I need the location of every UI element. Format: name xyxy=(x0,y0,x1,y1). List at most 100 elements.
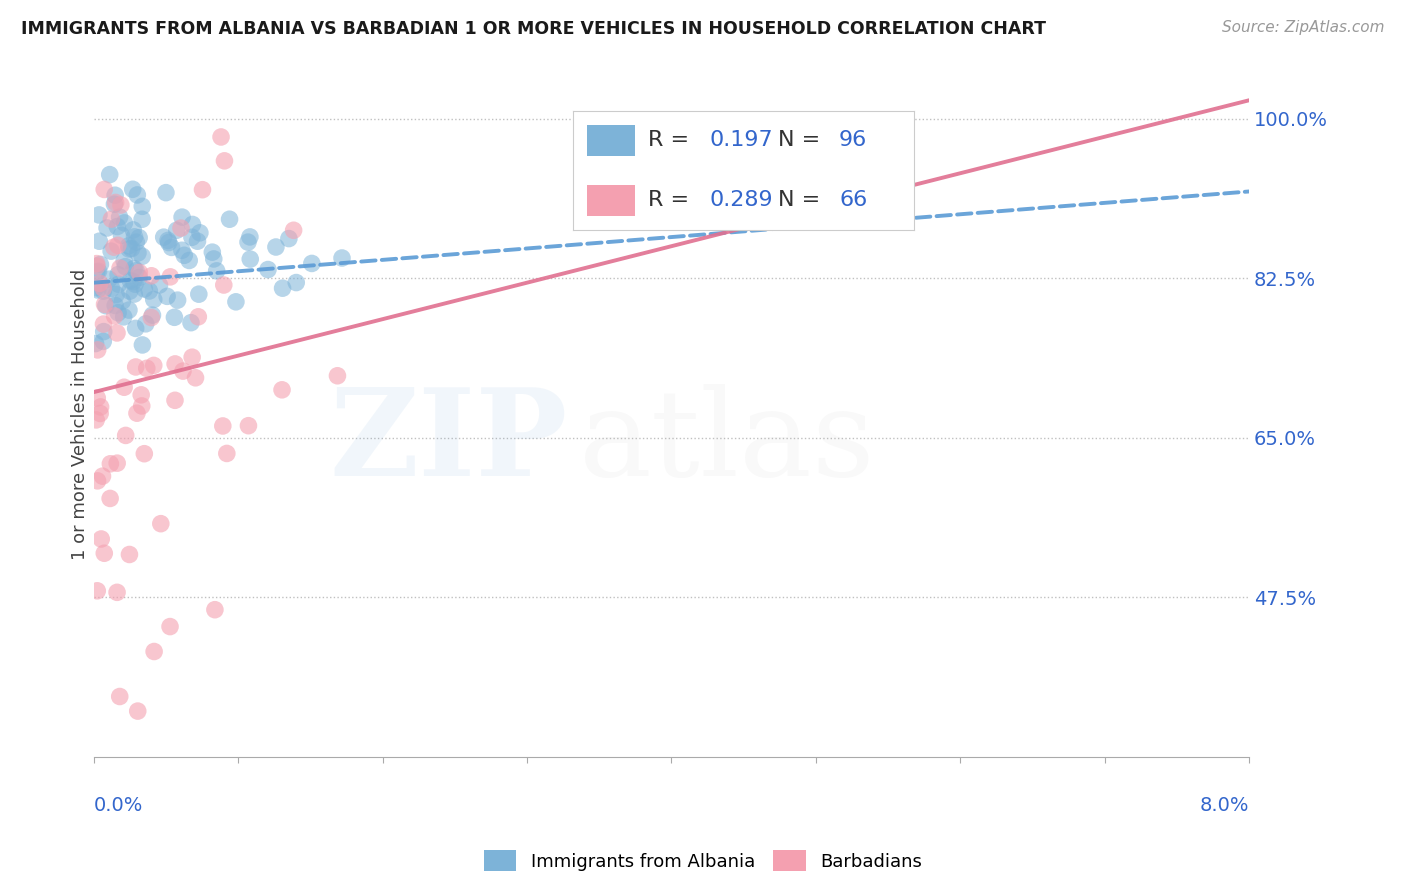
Point xyxy=(131,399,153,413)
Point xyxy=(326,368,349,383)
Point xyxy=(84,336,107,351)
Point xyxy=(122,287,145,301)
Point xyxy=(170,244,193,258)
Point xyxy=(91,281,114,295)
Point xyxy=(105,456,128,470)
Point xyxy=(186,234,208,248)
Point xyxy=(127,246,149,260)
Point xyxy=(125,359,148,374)
Point xyxy=(93,284,115,298)
Point xyxy=(143,644,166,658)
Point xyxy=(172,364,194,378)
Text: IMMIGRANTS FROM ALBANIA VS BARBADIAN 1 OR MORE VEHICLES IN HOUSEHOLD CORRELATION: IMMIGRANTS FROM ALBANIA VS BARBADIAN 1 O… xyxy=(21,20,1046,37)
Point xyxy=(127,704,149,718)
Point xyxy=(104,298,127,312)
Point xyxy=(236,235,259,249)
Point xyxy=(93,297,115,311)
Point xyxy=(91,469,114,483)
Point xyxy=(180,316,202,330)
Point xyxy=(122,261,145,276)
Point xyxy=(107,238,129,252)
Point xyxy=(114,428,136,442)
Point xyxy=(225,294,247,309)
Point xyxy=(156,234,179,248)
Point xyxy=(103,240,125,254)
Point xyxy=(181,350,204,364)
Text: Source: ZipAtlas.com: Source: ZipAtlas.com xyxy=(1222,20,1385,35)
Point xyxy=(283,223,305,237)
Point xyxy=(104,195,127,210)
Point xyxy=(107,277,129,292)
Point xyxy=(122,275,145,289)
Point xyxy=(107,268,129,282)
Point xyxy=(124,230,146,244)
Point xyxy=(188,226,211,240)
Text: ZIP: ZIP xyxy=(329,384,568,501)
Point xyxy=(170,221,193,235)
Point xyxy=(131,212,153,227)
Point xyxy=(134,282,156,296)
Point xyxy=(100,244,122,259)
Point xyxy=(157,235,180,250)
Point xyxy=(118,284,141,298)
Point xyxy=(93,182,115,196)
Point xyxy=(120,274,142,288)
Point xyxy=(173,248,195,262)
Point xyxy=(131,249,153,263)
Point xyxy=(105,219,128,234)
Point xyxy=(124,277,146,292)
Point xyxy=(160,240,183,254)
Point xyxy=(84,281,107,295)
Point xyxy=(149,516,172,531)
Point xyxy=(86,257,108,271)
Point xyxy=(181,218,204,232)
Point xyxy=(89,234,111,248)
Point xyxy=(184,371,207,385)
Point xyxy=(181,230,204,244)
Point xyxy=(124,321,146,335)
Point xyxy=(128,265,150,279)
Point xyxy=(191,183,214,197)
Point xyxy=(179,253,201,268)
Point xyxy=(105,287,128,301)
Point xyxy=(125,235,148,249)
Point xyxy=(125,264,148,278)
Point xyxy=(103,309,125,323)
Point xyxy=(163,310,186,325)
Point xyxy=(104,188,127,202)
Text: 0.0%: 0.0% xyxy=(94,796,143,814)
Legend: Immigrants from Albania, Barbadians: Immigrants from Albania, Barbadians xyxy=(477,843,929,879)
Point xyxy=(112,380,135,394)
Point xyxy=(98,491,121,506)
Point xyxy=(98,457,121,471)
Point xyxy=(100,281,122,295)
Point xyxy=(103,197,125,211)
Point xyxy=(110,228,132,243)
Point xyxy=(166,293,188,307)
Point xyxy=(128,270,150,285)
Point xyxy=(271,281,294,295)
Point xyxy=(187,287,209,301)
Point xyxy=(107,306,129,320)
Point xyxy=(166,223,188,237)
Point xyxy=(90,400,112,414)
Point xyxy=(89,277,111,291)
Point xyxy=(148,277,170,292)
Point xyxy=(86,283,108,297)
Point xyxy=(121,242,143,256)
Point xyxy=(121,182,143,196)
Point xyxy=(84,413,107,427)
Point xyxy=(159,619,181,633)
Point xyxy=(138,284,160,298)
Point xyxy=(141,310,163,325)
Text: atlas: atlas xyxy=(579,384,876,500)
Point xyxy=(98,272,121,286)
Point xyxy=(89,257,111,271)
Point xyxy=(135,361,157,376)
Point xyxy=(239,230,262,244)
Point xyxy=(141,268,163,283)
Point xyxy=(118,303,141,318)
Point xyxy=(277,231,299,245)
Point xyxy=(204,603,226,617)
Point xyxy=(118,548,141,562)
